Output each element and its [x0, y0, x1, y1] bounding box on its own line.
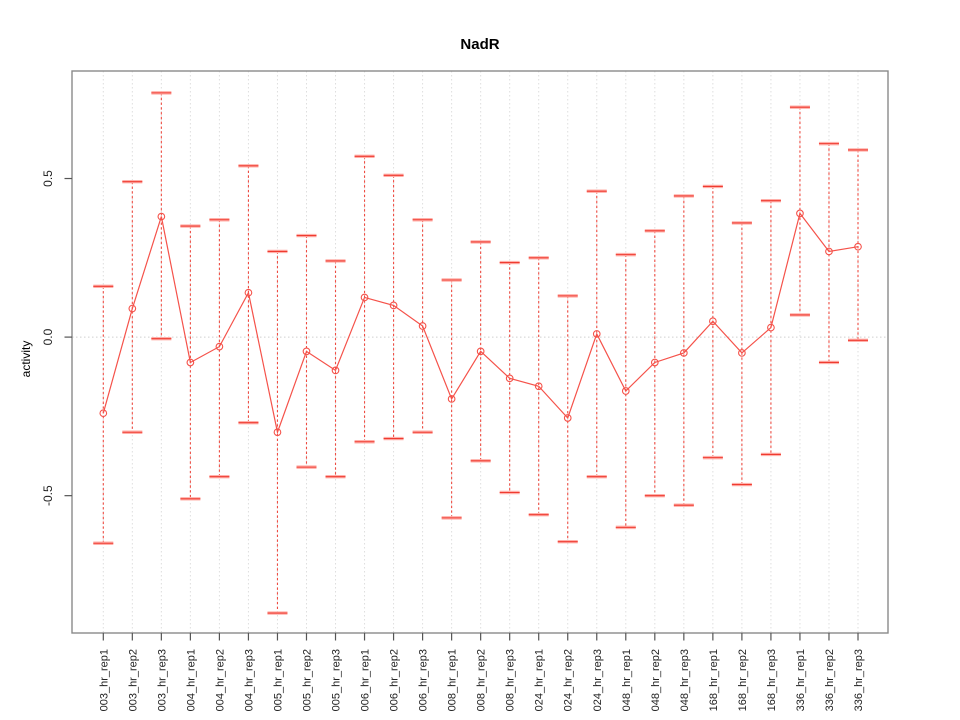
x-tick-label: 048_hr_rep2: [650, 649, 662, 711]
data-point-marker: [767, 323, 775, 332]
x-tick-label: 006_hr_rep3: [418, 649, 430, 711]
data-point-marker: [738, 349, 746, 357]
x-tick-label: 008_hr_rep2: [476, 649, 488, 711]
data-point-marker: [157, 212, 166, 221]
data-point-marker: [360, 293, 369, 302]
x-axis: 003_hr_rep1 003_hr_rep2 003_hr_rep3 004_hr_…: [98, 633, 865, 711]
x-tick-label: 008_hr_rep1: [447, 649, 459, 711]
x-tick-label: 004_hr_rep3: [243, 649, 255, 711]
x-tick-label: 336_hr_rep2: [824, 649, 836, 711]
chart-title: NadR: [460, 36, 500, 53]
data-point-marker: [99, 409, 108, 418]
data-point-marker: [650, 358, 659, 367]
data-point-marker: [592, 330, 601, 338]
x-tick-label: 024_hr_rep3: [592, 649, 604, 711]
x-tick-label: 008_hr_rep3: [505, 649, 517, 711]
x-tick-label: 336_hr_rep1: [795, 649, 807, 711]
x-tick-label: 006_hr_rep1: [360, 649, 372, 711]
x-tick-label: 005_hr_rep3: [331, 649, 343, 711]
data-point-marker: [854, 242, 862, 251]
data-point-marker: [447, 395, 456, 403]
x-tick-label: 005_hr_rep1: [272, 649, 284, 711]
data-point-marker: [186, 358, 195, 367]
x-tick-label: 003_hr_rep2: [127, 649, 139, 711]
x-tick-label: 003_hr_rep1: [98, 649, 110, 711]
y-tick-label: -0.5: [41, 485, 55, 506]
x-tick-label: 168_hr_rep2: [737, 649, 749, 711]
data-point-marker: [476, 347, 485, 356]
data-point-marker: [302, 347, 311, 356]
data-point-marker: [331, 366, 340, 375]
x-tick-label: 004_hr_rep2: [214, 649, 226, 711]
data-point-marker: [621, 387, 630, 395]
data-point-marker: [505, 374, 514, 383]
x-tick-label: 048_hr_rep1: [621, 649, 633, 711]
x-tick-label: 005_hr_rep2: [301, 649, 313, 711]
x-tick-label: 024_hr_rep1: [534, 649, 546, 711]
data-point-marker: [796, 209, 804, 218]
x-tick-label: 024_hr_rep2: [563, 649, 575, 711]
data-point-marker: [128, 304, 137, 313]
data-point-marker: [273, 428, 282, 437]
x-tick-label: 003_hr_rep3: [156, 649, 168, 711]
series-line: [102, 212, 859, 435]
x-tick-label: 168_hr_rep3: [766, 649, 778, 711]
x-tick-label: 336_hr_rep3: [853, 649, 865, 711]
y-axis: -0.5 0.0 0.5: [41, 170, 72, 506]
data-points: [99, 209, 862, 437]
data-point-marker: [679, 349, 688, 357]
data-point-marker: [215, 342, 224, 351]
error-bars: [93, 91, 869, 615]
y-tick-label: 0.5: [41, 170, 55, 187]
data-point-marker: [709, 317, 717, 326]
data-point-marker: [418, 322, 427, 330]
series-polyline: [102, 212, 859, 435]
y-tick-label: 0.0: [41, 328, 55, 345]
data-point-marker: [389, 301, 398, 310]
data-point-marker: [534, 382, 543, 391]
data-point-marker: [825, 247, 833, 256]
x-tick-label: 168_hr_rep1: [708, 649, 720, 711]
x-tick-label: 004_hr_rep1: [185, 649, 197, 711]
data-point-marker: [563, 414, 572, 422]
plot-border: [71, 70, 889, 634]
data-point-marker: [244, 288, 253, 297]
x-tick-label: 006_hr_rep2: [389, 649, 401, 711]
x-tick-label: 048_hr_rep3: [679, 649, 691, 711]
